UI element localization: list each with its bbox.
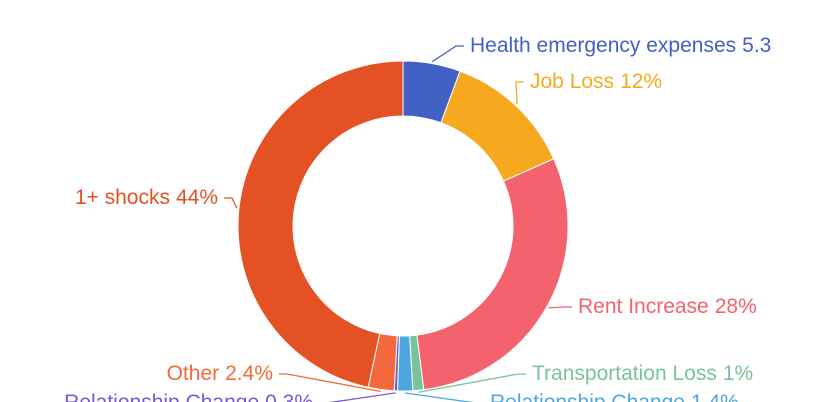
leader-line <box>405 392 474 402</box>
leader-line <box>329 392 396 402</box>
label-name: 1+ shocks <box>75 186 170 209</box>
label-value: 12% <box>620 70 662 93</box>
slice-label: Rent Increase 28% <box>578 295 757 318</box>
label-value: 44% <box>176 186 218 209</box>
slice-label: 1+ shocks 44% <box>75 186 218 209</box>
label-value: 0.3% <box>265 391 313 402</box>
label-name: Transportation Loss <box>532 362 717 385</box>
label-name: Rent Increase <box>578 295 709 318</box>
label-name: Relationship Change <box>490 391 685 402</box>
leader-line <box>418 373 526 393</box>
slice-label: Relationship Change 1.4% <box>490 391 739 402</box>
slice-label: Other 2.4% <box>167 362 273 385</box>
slice <box>416 158 569 391</box>
label-name: Job Loss <box>530 70 614 93</box>
label-value: 2.4% <box>225 362 273 385</box>
slice <box>396 335 414 392</box>
slice <box>237 60 404 388</box>
slice-label: Job Loss 12% <box>530 70 662 93</box>
slice-label: Relationship Change 0.3% <box>64 391 313 402</box>
label-name: Relationship Change <box>64 391 259 402</box>
slice-label: Transportation Loss 1% <box>532 362 753 385</box>
leader-line <box>515 81 524 105</box>
label-name: Other <box>167 362 220 385</box>
label-value: 1% <box>723 362 753 385</box>
leader-line <box>548 306 572 309</box>
label-value: 5.3 <box>742 34 771 57</box>
leader-line <box>431 45 464 63</box>
label-name: Health emergency expenses <box>470 34 736 57</box>
leader-line <box>279 373 381 393</box>
leader-line <box>224 197 238 209</box>
label-value: 28% <box>715 295 757 318</box>
label-value: 1.4% <box>691 391 739 402</box>
slice-label: Health emergency expenses 5.3 <box>470 34 771 57</box>
